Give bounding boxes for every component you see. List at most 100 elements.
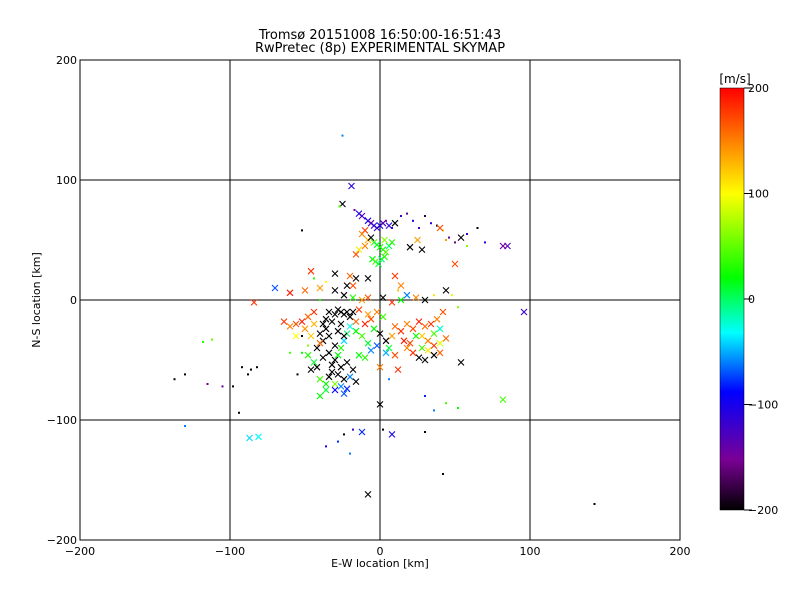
data-point-x bbox=[373, 342, 381, 349]
data-point-x bbox=[337, 344, 345, 352]
data-point-dot bbox=[289, 351, 291, 354]
data-point-x bbox=[418, 344, 426, 352]
data-point-x bbox=[418, 332, 426, 340]
data-point-x bbox=[337, 320, 345, 328]
data-point-dot bbox=[457, 407, 459, 409]
data-point-x bbox=[370, 325, 378, 333]
data-point-x bbox=[316, 339, 324, 347]
colorbar-tick-label: 0 bbox=[748, 293, 755, 306]
data-point-x bbox=[388, 332, 396, 340]
data-point-x bbox=[307, 366, 315, 373]
data-point-x bbox=[436, 325, 444, 333]
data-point-x bbox=[391, 219, 399, 227]
data-point-x bbox=[364, 339, 372, 347]
data-point-dot bbox=[430, 222, 432, 225]
data-point-x bbox=[334, 327, 342, 335]
data-point-dot bbox=[247, 373, 249, 376]
data-point-x bbox=[364, 491, 372, 498]
data-point-x bbox=[310, 308, 318, 316]
data-point-dot bbox=[448, 236, 450, 239]
colorbar-tick-label: −100 bbox=[748, 399, 778, 412]
data-point-dot bbox=[353, 209, 356, 211]
data-point-x bbox=[331, 356, 339, 364]
data-point-x bbox=[349, 294, 357, 301]
data-point-x bbox=[412, 332, 420, 340]
data-point-x bbox=[382, 248, 390, 256]
y-tick-label: −200 bbox=[47, 534, 77, 547]
data-point-x bbox=[331, 342, 339, 349]
data-point-x bbox=[367, 234, 375, 241]
data-point-x bbox=[379, 294, 387, 301]
data-point-x bbox=[358, 332, 366, 340]
data-point-x bbox=[391, 272, 399, 280]
data-point-x bbox=[292, 320, 300, 328]
data-point-dot bbox=[445, 239, 447, 241]
data-point-x bbox=[397, 282, 405, 289]
data-point-x bbox=[328, 368, 336, 376]
data-point-dot bbox=[406, 212, 408, 215]
data-point-x bbox=[421, 296, 429, 304]
data-point-x bbox=[355, 246, 363, 253]
scatter-points bbox=[173, 134, 596, 505]
data-point-x bbox=[349, 366, 357, 373]
data-point-x bbox=[367, 315, 375, 323]
data-point-x bbox=[301, 287, 309, 294]
data-point-dot bbox=[593, 503, 596, 505]
data-point-x bbox=[346, 323, 354, 330]
x-tick-label: −200 bbox=[65, 545, 95, 558]
data-point-dot bbox=[391, 227, 393, 229]
data-point-x bbox=[430, 342, 438, 349]
y-tick-label: 100 bbox=[56, 174, 77, 187]
data-point-x bbox=[313, 344, 321, 352]
data-point-dot bbox=[173, 378, 176, 381]
data-point-x bbox=[451, 260, 459, 268]
data-point-dot bbox=[301, 335, 303, 337]
data-point-dot bbox=[451, 294, 453, 297]
data-point-dot bbox=[424, 431, 426, 433]
data-point-x bbox=[352, 318, 360, 325]
data-point-x bbox=[415, 318, 423, 325]
x-tick-label: 0 bbox=[377, 545, 384, 558]
data-point-x bbox=[304, 313, 312, 321]
data-point-x bbox=[375, 260, 382, 268]
data-point-dot bbox=[400, 215, 402, 217]
y-tick-label: −100 bbox=[47, 414, 77, 427]
data-point-x bbox=[349, 282, 357, 289]
data-point-x bbox=[322, 325, 330, 333]
data-point-dot bbox=[352, 428, 354, 431]
data-point-x bbox=[364, 311, 372, 318]
data-point-dot bbox=[445, 402, 447, 405]
colorbar-tick-label: 100 bbox=[748, 188, 769, 201]
data-point-dot bbox=[442, 473, 444, 475]
data-point-x bbox=[331, 311, 339, 318]
data-point-x bbox=[415, 354, 423, 361]
data-point-dot bbox=[325, 281, 327, 283]
data-point-dot bbox=[424, 215, 426, 217]
data-point-dot bbox=[307, 344, 309, 347]
data-point-x bbox=[382, 337, 390, 345]
data-point-x bbox=[361, 242, 369, 250]
data-point-x bbox=[250, 299, 258, 306]
data-point-x bbox=[364, 294, 372, 301]
data-point-x bbox=[286, 289, 294, 297]
data-point-x bbox=[355, 306, 363, 313]
data-point-x bbox=[504, 242, 511, 250]
data-point-dot bbox=[238, 411, 240, 414]
data-point-x bbox=[346, 313, 354, 321]
data-point-x bbox=[316, 284, 324, 292]
data-point-x bbox=[304, 351, 312, 359]
data-point-x bbox=[376, 330, 384, 337]
data-point-x bbox=[421, 323, 429, 330]
data-point-x bbox=[388, 239, 396, 246]
data-point-x bbox=[499, 396, 507, 403]
data-point-x bbox=[316, 392, 324, 400]
data-point-x bbox=[436, 224, 444, 232]
data-point-x bbox=[322, 315, 330, 323]
data-point-x bbox=[246, 434, 253, 442]
data-point-x bbox=[381, 253, 388, 261]
data-point-x bbox=[376, 401, 384, 408]
data-point-dot bbox=[232, 385, 234, 388]
data-point-x bbox=[352, 251, 360, 258]
data-point-x bbox=[352, 327, 360, 335]
data-point-x bbox=[442, 335, 450, 342]
